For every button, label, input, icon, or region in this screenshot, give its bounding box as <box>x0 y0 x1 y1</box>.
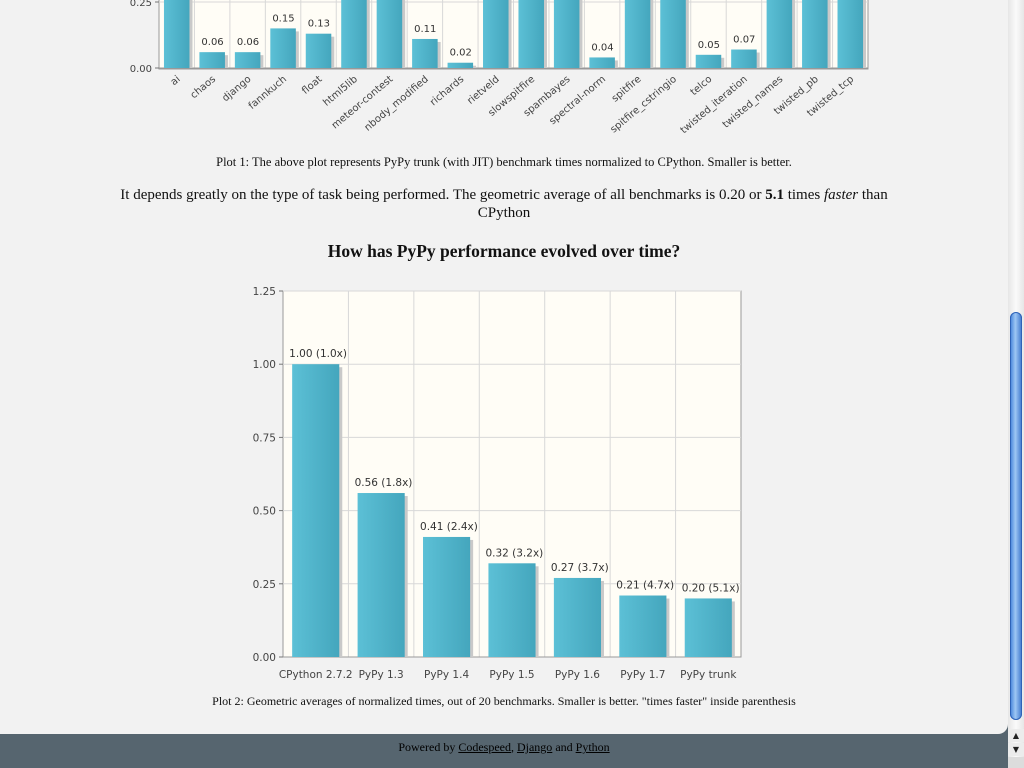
y-tick-label: 0.00 <box>130 64 152 75</box>
summary-italic-faster: faster <box>823 187 859 203</box>
bar-richards <box>447 62 474 68</box>
x-tick-label: django <box>220 74 253 104</box>
bar-spitfire-cstringio <box>660 0 686 68</box>
vertical-scrollbar[interactable]: ▲ ▼ <box>1008 0 1024 768</box>
data-label: 0.15 <box>272 13 294 24</box>
bar-twisted-pb <box>802 0 828 68</box>
chart-1-benchmarks: 0.06 0.06 0.15 0.13 0.11 0.02 0.04 0.05 0.07 ai c… <box>130 0 869 136</box>
x-tick-label: fannkuch <box>247 74 289 112</box>
bar-telco <box>695 54 722 68</box>
data-label: 0.02 <box>450 48 472 59</box>
bar-twisted-tcp <box>837 0 864 68</box>
bar-html5lib <box>341 0 367 68</box>
x-tick-label: ai <box>169 74 183 88</box>
x-tick-label: spitfire <box>610 74 644 105</box>
scrollbar-corner <box>1008 757 1024 768</box>
bar-django <box>234 52 261 68</box>
bar-pypy-trunk <box>684 598 732 657</box>
footer-and: and <box>552 740 576 754</box>
bar-chaos <box>199 52 225 68</box>
x-tick-label: PyPy 1.5 <box>489 669 534 681</box>
summary-paragraph: It depends greatly on the type of task b… <box>0 186 1008 222</box>
y-tick-label: 0.25 <box>130 0 152 9</box>
django-link[interactable]: Django <box>516 740 553 754</box>
charts-canvas: 0.06 0.06 0.15 0.13 0.11 0.02 0.04 0.05 0.07 ai c… <box>130 0 869 681</box>
bar-spitfire <box>624 0 651 68</box>
bar-twisted-names <box>766 0 793 68</box>
y-tick-label: 0.50 <box>253 506 276 518</box>
bar-pypy-1-7 <box>619 595 667 657</box>
summary-text-2: times <box>783 187 824 203</box>
data-label: 0.27 (3.7x) <box>551 562 609 574</box>
data-label: 0.41 (2.4x) <box>420 521 478 533</box>
y-tick-label: 0.00 <box>253 652 276 664</box>
x-tick-label: twisted_iteration <box>679 74 750 136</box>
x-tick-label: telco <box>689 74 715 98</box>
bar-rietveld <box>483 0 509 68</box>
x-tick-label: richards <box>428 74 466 108</box>
bar-float <box>305 33 332 68</box>
data-label: 0.32 (3.2x) <box>485 547 543 559</box>
y-tick-label: 1.25 <box>253 286 276 298</box>
data-label: 0.20 (5.1x) <box>682 582 740 594</box>
data-label: 1.00 (1.0x) <box>289 348 347 360</box>
x-tick-label: PyPy trunk <box>680 669 737 681</box>
data-label: 0.11 <box>414 24 436 35</box>
bar-pypy-1-3 <box>357 493 405 657</box>
bar-pypy-1-6 <box>553 577 601 657</box>
data-label: 0.21 (4.7x) <box>616 580 674 592</box>
bar-spambayes <box>553 0 580 68</box>
data-label: 0.06 <box>237 37 259 48</box>
data-label: 0.13 <box>308 19 330 30</box>
chart-2-performance-over-time: 1.00 (1.0x) 0.56 (1.8x) 0.41 (2.4x) 0.32 (3… <box>253 286 742 681</box>
x-tick-label: float <box>300 74 324 97</box>
x-tick-label: nbody_modified <box>363 74 431 134</box>
bar-ai <box>163 0 190 68</box>
y-tick-label: 0.25 <box>253 579 276 591</box>
data-label: 0.06 <box>201 37 223 48</box>
scroll-down-arrow-icon[interactable]: ▼ <box>1008 743 1024 756</box>
chart-1-caption: Plot 1: The above plot represents PyPy t… <box>216 155 792 169</box>
bar-cpython-2-7-2 <box>292 364 340 657</box>
bar-slowspitfire <box>518 0 544 68</box>
x-tick-label: PyPy 1.7 <box>620 669 665 681</box>
y-tick-label: 0.75 <box>253 432 276 444</box>
footer-prefix: Powered by <box>398 740 459 754</box>
summary-text-3: than CPython <box>477 187 888 221</box>
x-tick-label: CPython 2.7.2 <box>279 669 353 681</box>
x-tick-label: PyPy 1.3 <box>359 669 404 681</box>
footer: Powered by Codespeed, Django and Python <box>0 740 1008 755</box>
bar-spectral-norm <box>589 57 615 68</box>
x-tick-label: PyPy 1.6 <box>555 669 600 681</box>
python-link[interactable]: Python <box>575 740 610 754</box>
x-tick-label: PyPy 1.4 <box>424 669 469 681</box>
codespeed-link[interactable]: Codespeed <box>458 740 511 754</box>
x-tick-label: twisted_names <box>721 74 786 131</box>
x-tick-label: spitfire_cstringio <box>609 74 679 136</box>
page-content: 0.06 0.06 0.15 0.13 0.11 0.02 0.04 0.05 0.07 ai c… <box>0 0 1008 734</box>
footer-separator: , <box>510 740 517 754</box>
bar-nbody-modified <box>412 38 438 68</box>
summary-bold-factor: 5.1 <box>765 187 784 203</box>
bar-pypy-1-5 <box>488 563 536 657</box>
scroll-up-arrow-icon[interactable]: ▲ <box>1008 729 1024 742</box>
x-tick-label: chaos <box>189 74 219 101</box>
data-label: 0.04 <box>591 42 613 53</box>
chart-2-title: How has PyPy performance evolved over ti… <box>327 241 681 261</box>
x-tick-label: meteor-contest <box>330 74 396 132</box>
data-label: 0.56 (1.8x) <box>355 477 413 489</box>
y-tick-label: 1.00 <box>253 359 276 371</box>
summary-text-1: It depends greatly on the type of task b… <box>120 187 766 203</box>
scrollbar-thumb[interactable] <box>1010 312 1022 720</box>
bar-meteor-contest <box>376 0 403 68</box>
bar-twisted-iteration <box>731 49 757 68</box>
chart-2-caption: Plot 2: Geometric averages of normalized… <box>212 694 796 708</box>
bar-fannkuch <box>270 28 296 68</box>
data-label: 0.05 <box>698 40 720 51</box>
bar-pypy-1-4 <box>423 536 471 657</box>
data-label: 0.07 <box>733 35 755 46</box>
